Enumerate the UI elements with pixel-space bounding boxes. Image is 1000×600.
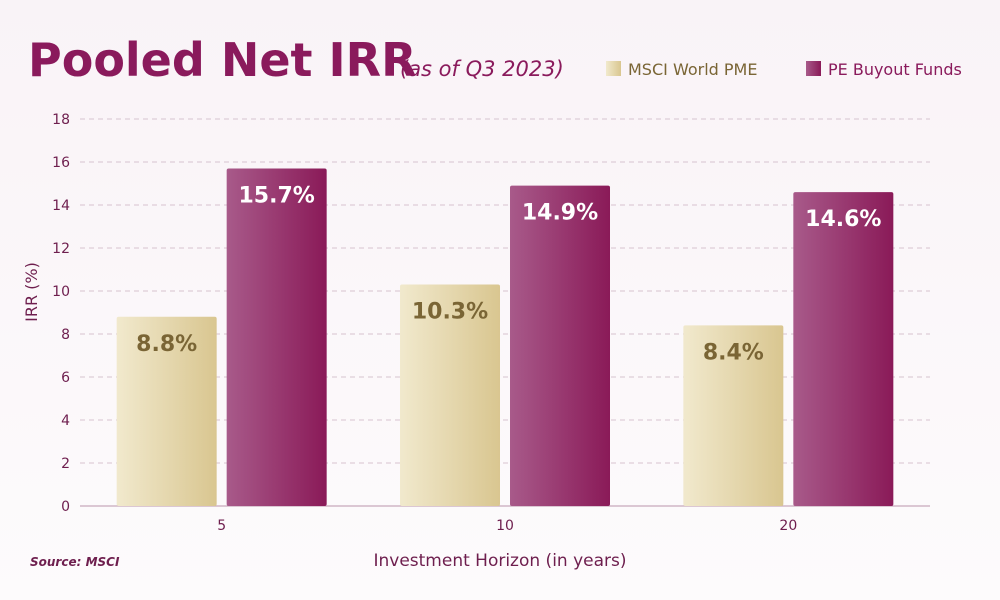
source-note: Source: MSCI: [30, 555, 120, 569]
legend-label-pe-buyout-funds: PE Buyout Funds: [828, 60, 962, 79]
y-tick-label: 10: [52, 284, 70, 300]
bar-pe-buyout-funds-10: [510, 185, 610, 506]
bar-msci-world-pme-5: [116, 316, 217, 506]
x-axis-label: Investment Horizon (in years): [373, 551, 626, 571]
legend: MSCI World PME PE Buyout Funds: [606, 60, 962, 79]
bar-msci-world-pme-10: [400, 284, 500, 506]
bar-pe-buyout-funds-20: [793, 192, 894, 506]
grid: [80, 118, 930, 507]
y-tick-label: 14: [52, 198, 70, 214]
y-tick-label: 18: [52, 112, 70, 128]
data-label-msci-world-pme-10: 10.3%: [412, 300, 488, 325]
chart-subtitle: (as of Q3 2023): [400, 57, 564, 81]
y-tick-label: 6: [61, 370, 70, 386]
bars: 8.8% 15.7% 10.3% 14.9% 8.4% 14.6%: [116, 168, 894, 506]
data-label-pe-buyout-funds-20: 14.6%: [805, 207, 881, 232]
y-axis-label: IRR (%): [22, 262, 41, 322]
y-tick-label: 4: [61, 413, 70, 429]
data-label-pe-buyout-funds-5: 15.7%: [239, 183, 315, 208]
bar-pe-buyout-funds-5: [226, 168, 327, 506]
y-tick-label: 8: [61, 327, 70, 343]
legend-swatch-pe-buyout-funds: [806, 61, 821, 76]
chart-title: Pooled Net IRR: [28, 33, 416, 87]
bar-msci-world-pme-20: [683, 325, 784, 506]
x-tick-label: 10: [496, 518, 514, 534]
data-label-msci-world-pme-5: 8.8%: [136, 332, 197, 357]
x-axis-ticks: 5 10 20: [217, 518, 797, 534]
y-tick-label: 12: [52, 241, 70, 257]
legend-label-msci-world-pme: MSCI World PME: [628, 60, 757, 79]
data-label-pe-buyout-funds-10: 14.9%: [522, 201, 598, 226]
legend-swatch-msci-world-pme: [606, 61, 621, 76]
y-tick-label: 2: [61, 456, 70, 472]
y-axis-ticks: 0 2 4 6 8 10 12 14 16 18: [52, 112, 70, 515]
y-tick-label: 16: [52, 155, 70, 171]
x-tick-label: 5: [217, 518, 226, 534]
data-label-msci-world-pme-20: 8.4%: [703, 340, 764, 365]
y-tick-label: 0: [61, 499, 70, 515]
x-tick-label: 20: [779, 518, 797, 534]
